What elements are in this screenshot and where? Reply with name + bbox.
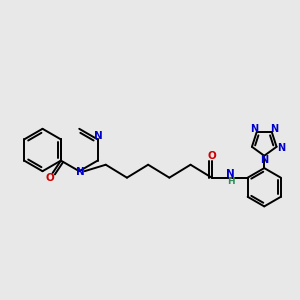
Text: N: N	[94, 131, 103, 142]
Text: O: O	[45, 173, 54, 183]
Text: N: N	[226, 169, 235, 179]
Text: N: N	[277, 143, 285, 153]
Text: O: O	[207, 151, 216, 160]
Text: N: N	[76, 167, 85, 177]
Text: N: N	[271, 124, 279, 134]
Text: N: N	[260, 155, 268, 165]
Text: H: H	[227, 177, 235, 186]
Text: N: N	[250, 124, 258, 134]
